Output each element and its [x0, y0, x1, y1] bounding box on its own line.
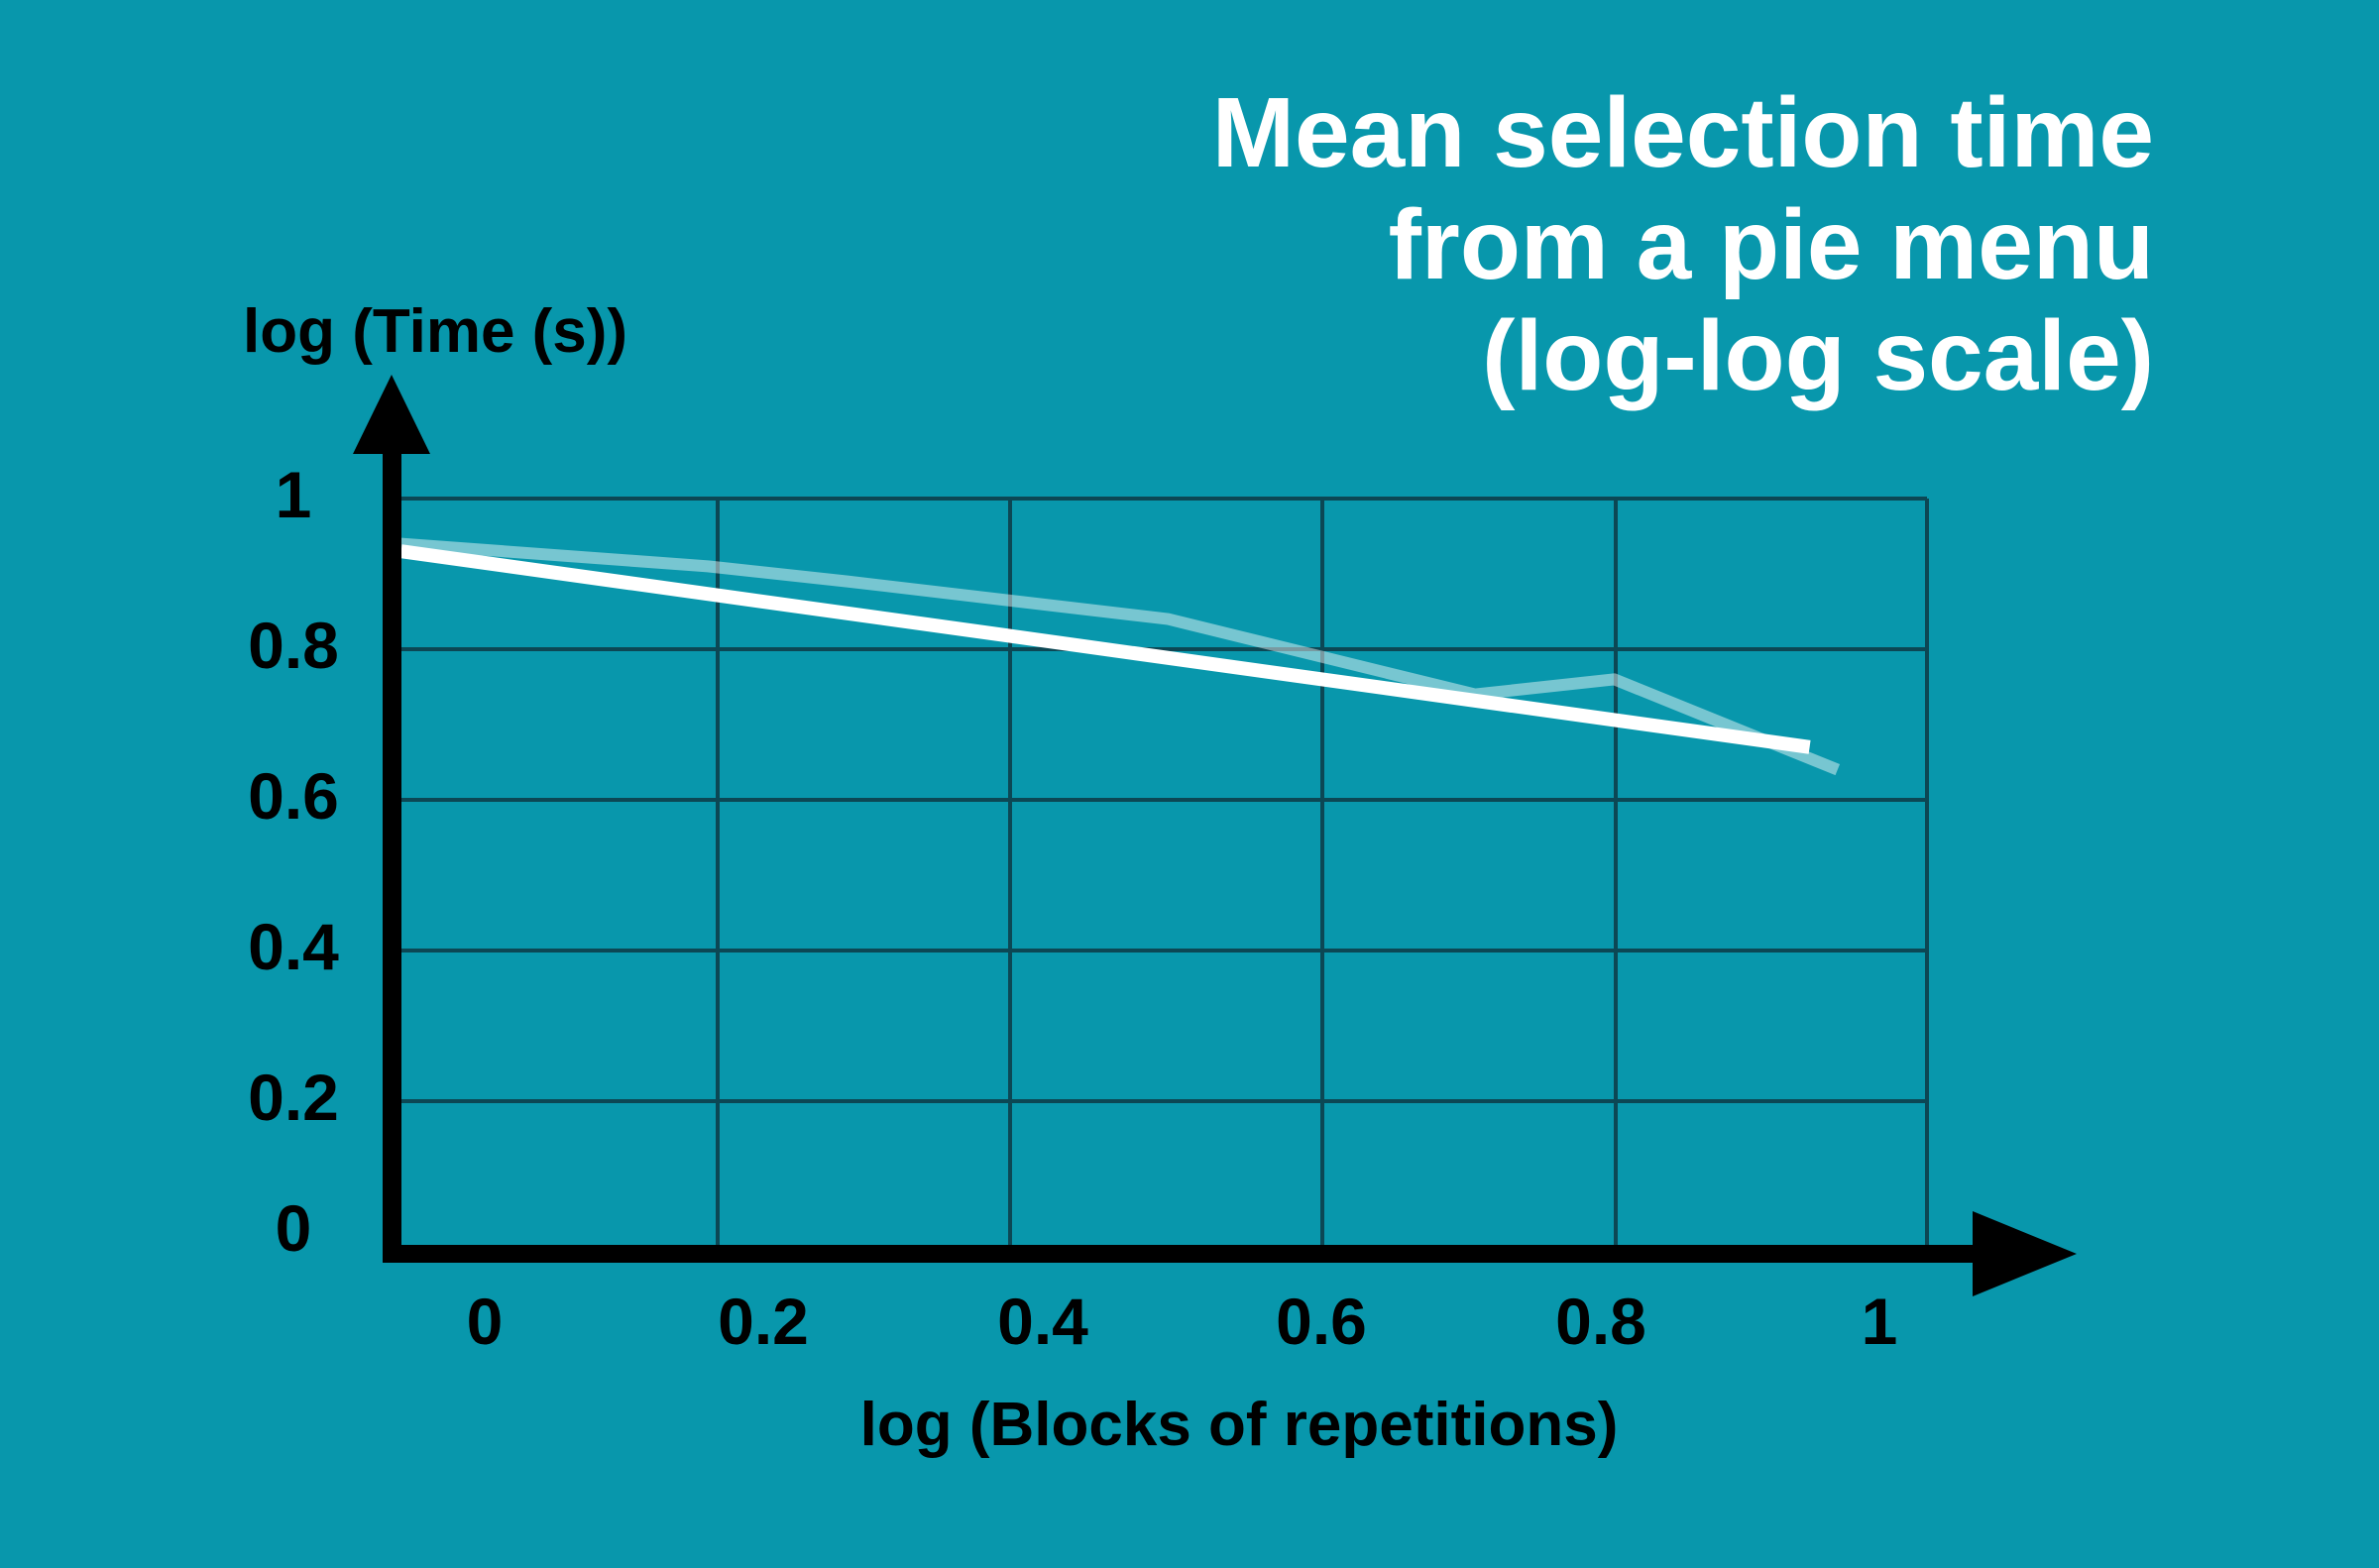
- x-axis-arrow: [1973, 1211, 2077, 1296]
- x-tick-label: 0.2: [718, 1285, 809, 1358]
- y-tick-label: 0: [276, 1191, 312, 1265]
- x-axis-line: [383, 1245, 1975, 1263]
- axes: [353, 375, 2077, 1296]
- x-tick-label: 0.8: [1555, 1285, 1646, 1358]
- y-axis-title: log (Time (s)): [243, 297, 627, 366]
- x-axis-title: log (Blocks of repetitions): [860, 1391, 1619, 1459]
- grid: [392, 497, 1929, 1247]
- y-tick-label: 0.8: [248, 609, 339, 682]
- chart-title: Mean selection time from a pie menu (log…: [1212, 77, 2154, 411]
- chart-title-line-2: from a pie menu: [1389, 189, 2154, 300]
- y-axis-arrow: [353, 375, 430, 454]
- y-tick-label: 1: [276, 458, 312, 531]
- x-tick-labels: 0 0.2 0.4 0.6 0.8 1: [467, 1285, 1898, 1358]
- y-tick-labels: 1 0.8 0.6 0.4 0.2 0: [248, 458, 339, 1265]
- x-tick-label: 0.4: [997, 1285, 1088, 1358]
- y-axis-line: [383, 448, 401, 1263]
- chart-title-line-1: Mean selection time: [1212, 77, 2154, 188]
- y-tick-label: 0.2: [248, 1061, 339, 1134]
- y-tick-label: 0.6: [248, 759, 339, 833]
- data-series-line: [400, 537, 1841, 776]
- chart-title-line-3: (log-log scale): [1482, 300, 2154, 411]
- x-tick-label: 0.6: [1276, 1285, 1367, 1358]
- y-tick-label: 0.4: [248, 910, 339, 983]
- x-tick-label: 0: [467, 1285, 504, 1358]
- trend-line: [399, 544, 1811, 754]
- x-tick-label: 1: [1862, 1285, 1898, 1358]
